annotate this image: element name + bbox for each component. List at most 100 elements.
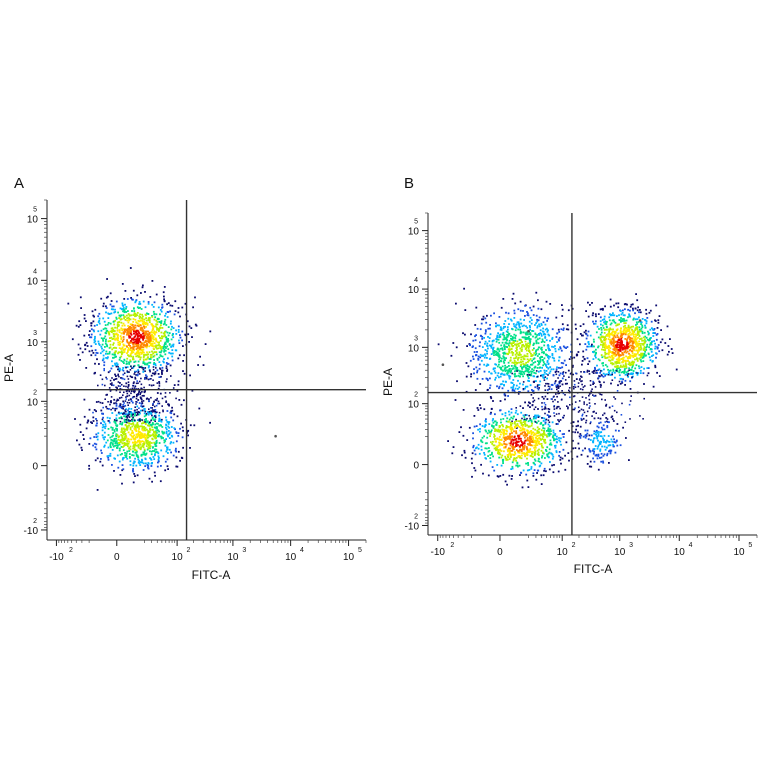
- event-dot: [149, 354, 152, 356]
- event-dot: [124, 316, 126, 318]
- event-dot: [501, 444, 504, 446]
- event-dot: [503, 356, 506, 359]
- event-dot: [118, 370, 121, 373]
- event-dot: [469, 359, 472, 362]
- event-dot: [452, 342, 455, 344]
- event-dot: [514, 302, 517, 305]
- event-dot: [559, 347, 562, 350]
- event-dot: [150, 453, 153, 456]
- event-dot: [115, 402, 117, 404]
- event-dot: [126, 346, 128, 348]
- event-dot: [115, 362, 118, 365]
- event-dot: [105, 296, 108, 299]
- event-dot: [140, 365, 143, 368]
- event-dot: [101, 347, 103, 350]
- event-dot: [545, 430, 548, 432]
- event-dot: [652, 335, 655, 337]
- event-dot: [529, 444, 532, 446]
- event-dot: [100, 422, 102, 425]
- event-dot: [120, 416, 123, 418]
- event-dot: [504, 455, 507, 458]
- event-dot: [508, 410, 510, 413]
- event-dot: [525, 361, 528, 364]
- event-dot: [97, 321, 100, 323]
- event-dot: [511, 428, 514, 431]
- event-dot: [489, 387, 491, 389]
- event-dot: [537, 307, 540, 310]
- event-dot: [165, 401, 168, 403]
- event-dot: [496, 374, 499, 377]
- event-dot: [519, 444, 522, 447]
- event-dot: [522, 360, 524, 363]
- event-dot: [536, 422, 538, 424]
- event-dot: [524, 432, 526, 435]
- event-dot: [135, 424, 137, 427]
- event-dot: [499, 375, 502, 378]
- event-dot: [147, 341, 150, 344]
- event-dot: [142, 469, 145, 471]
- event-dot: [132, 413, 134, 416]
- event-dot: [489, 357, 492, 360]
- event-dot: [112, 328, 115, 331]
- event-dot: [511, 465, 514, 468]
- event-dot: [116, 327, 119, 329]
- event-dot: [153, 458, 156, 460]
- panel-b-label: B: [404, 175, 414, 192]
- event-dot: [592, 345, 594, 348]
- event-dot: [172, 343, 175, 346]
- event-dot: [146, 363, 149, 366]
- event-dot: [119, 340, 121, 343]
- event-dot: [148, 412, 150, 415]
- event-dot: [503, 334, 506, 337]
- event-dot: [654, 347, 656, 350]
- x-tick-label-base: -10: [49, 552, 64, 563]
- event-dot: [144, 437, 147, 440]
- event-dot: [611, 334, 614, 336]
- event-dot: [121, 377, 123, 380]
- event-dot: [123, 442, 126, 444]
- event-dot: [642, 372, 645, 375]
- event-dot: [147, 447, 150, 449]
- event-dot: [656, 371, 658, 374]
- event-dot: [154, 445, 157, 447]
- event-dot: [535, 380, 537, 382]
- event-dot: [136, 380, 138, 382]
- event-dot: [533, 347, 535, 350]
- event-dot: [486, 342, 489, 345]
- event-dot: [530, 363, 532, 366]
- event-dot: [523, 429, 526, 431]
- event-dot: [514, 372, 516, 375]
- event-dot: [106, 378, 108, 380]
- event-dot: [158, 341, 160, 344]
- event-dot: [127, 414, 129, 417]
- event-dot: [479, 428, 481, 430]
- event-dot: [135, 355, 138, 358]
- event-dot: [109, 383, 112, 385]
- event-dot: [161, 418, 163, 421]
- event-dot: [167, 452, 169, 454]
- event-dot: [136, 334, 139, 336]
- event-dot: [558, 382, 561, 385]
- event-dot: [151, 417, 154, 420]
- event-dot: [122, 349, 125, 351]
- event-dot: [644, 326, 647, 329]
- event-dot: [153, 409, 155, 412]
- event-dot: [117, 341, 120, 344]
- event-dot: [165, 432, 168, 435]
- event-dot: [506, 373, 509, 376]
- event-dot: [501, 454, 504, 457]
- event-dot: [627, 370, 629, 373]
- event-dot: [522, 442, 525, 445]
- event-dot: [143, 415, 146, 418]
- event-dot: [129, 335, 132, 338]
- event-dot: [155, 434, 158, 436]
- event-dot: [552, 346, 555, 348]
- event-dot: [137, 335, 139, 338]
- event-dot: [533, 416, 536, 419]
- event-dot: [643, 346, 646, 348]
- event-dot: [638, 311, 640, 314]
- event-dot: [545, 363, 547, 366]
- event-dot: [625, 319, 628, 322]
- event-dot: [492, 425, 495, 428]
- event-dot: [142, 440, 145, 443]
